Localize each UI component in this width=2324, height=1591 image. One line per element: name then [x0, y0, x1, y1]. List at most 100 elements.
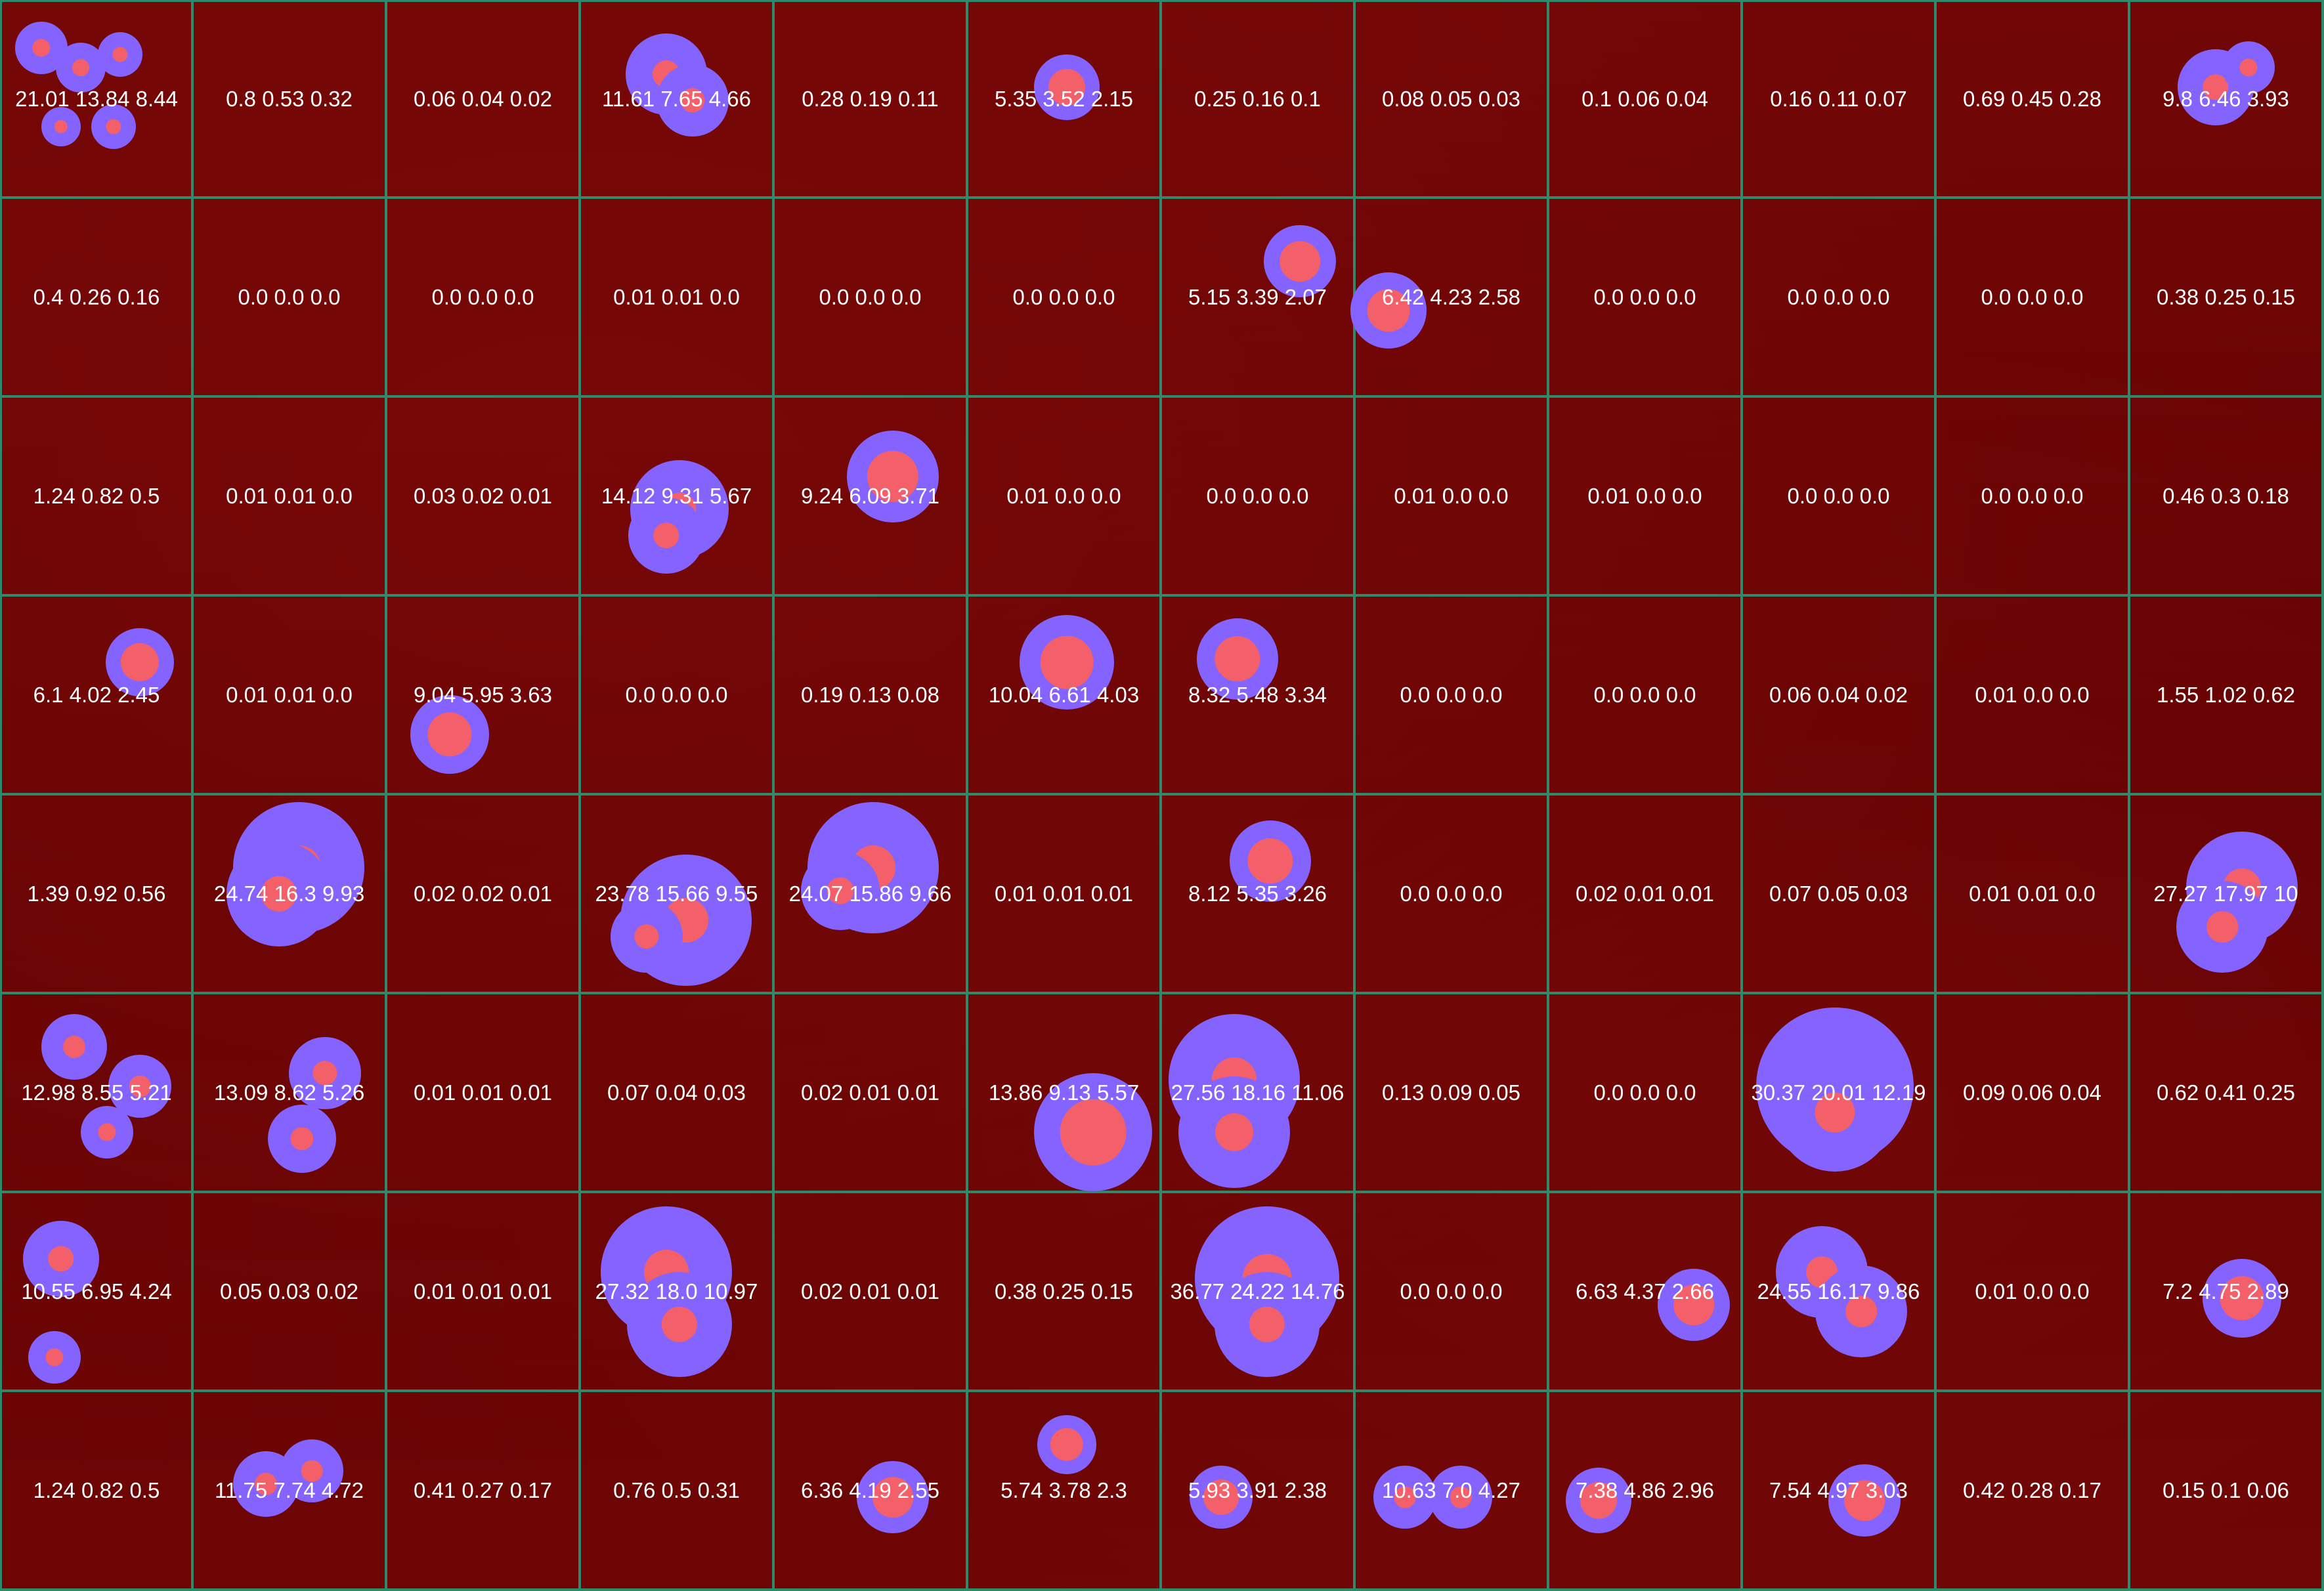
colony-blob: [1230, 820, 1311, 902]
cell-value-label: 21.01 13.84 8.44: [15, 87, 178, 111]
grid-cell: 0.01 0.01 0.0: [194, 597, 387, 796]
grid-cell: 27.32 18.0 10.97: [581, 1193, 775, 1392]
grid-cell: 0.1 0.06 0.04: [1549, 0, 1743, 199]
cell-value-label: 0.0 0.0 0.0: [1593, 682, 1696, 707]
grid-cell: 0.0 0.0 0.0: [1549, 199, 1743, 398]
grid-cell: 0.62 0.41 0.25: [2130, 994, 2324, 1193]
grid-cell: 5.15 3.39 2.07: [1162, 199, 1356, 398]
grid-cell: 13.86 9.13 5.57: [968, 994, 1162, 1193]
grid-cell: 36.77 24.22 14.76: [1162, 1193, 1356, 1392]
grid-cell: 5.74 3.78 2.3: [968, 1392, 1162, 1591]
grid-cell: 0.4 0.26 0.16: [0, 199, 194, 398]
grid-cell: 0.05 0.03 0.02: [194, 1193, 387, 1392]
cell-value-label: 27.32 18.0 10.97: [595, 1279, 758, 1304]
cell-value-label: 0.13 0.09 0.05: [1381, 1080, 1521, 1105]
grid-cell: 9.04 5.95 3.63: [387, 597, 581, 796]
grid-cell: 0.38 0.25 0.15: [2130, 199, 2324, 398]
cell-value-label: 7.54 4.97 3.03: [1769, 1477, 1908, 1502]
cell-value-label: 0.28 0.19 0.11: [802, 87, 939, 111]
cell-value-label: 0.25 0.16 0.1: [1194, 87, 1321, 111]
cell-value-label: 1.24 0.82 0.5: [33, 483, 160, 508]
cell-value-label: 0.01 0.01 0.01: [413, 1279, 553, 1304]
cell-value-label: 0.19 0.13 0.08: [800, 682, 940, 707]
cell-value-label: 0.0 0.0 0.0: [1787, 483, 1890, 508]
cell-value-label: 0.01 0.01 0.0: [226, 682, 353, 707]
cell-value-label: 1.39 0.92 0.56: [27, 881, 166, 906]
colony-blob: [2176, 881, 2268, 973]
grid-cell: 0.02 0.02 0.01: [387, 796, 581, 994]
cell-value-label: 0.38 0.25 0.15: [2156, 284, 2296, 309]
cell-value-label: 0.0 0.0 0.0: [1400, 881, 1503, 906]
grid-cell: 0.69 0.45 0.28: [1937, 0, 2130, 199]
cell-value-label: 7.2 4.75 2.89: [2163, 1279, 2289, 1304]
colony-blob: [847, 431, 939, 522]
cell-value-label: 0.01 0.0 0.0: [1006, 483, 1121, 508]
cell-value-label: 0.76 0.5 0.31: [613, 1477, 740, 1502]
colony-blob: [280, 1439, 343, 1502]
cell-value-label: 5.93 3.91 2.38: [1188, 1477, 1327, 1502]
grid-cell: 6.36 4.19 2.55: [775, 1392, 968, 1591]
cell-value-label: 9.04 5.95 3.63: [413, 682, 553, 707]
colony-blob: [656, 64, 729, 137]
cell-value-label: 9.8 6.46 3.93: [2163, 87, 2289, 111]
cell-value-label: 0.08 0.05 0.03: [1381, 87, 1521, 111]
grid-cell: 0.0 0.0 0.0: [194, 199, 387, 398]
grid-cell: 10.04 6.61 4.03: [968, 597, 1162, 796]
grid-cell: 24.07 15.86 9.66: [775, 796, 968, 994]
cell-value-label: 1.24 0.82 0.5: [33, 1477, 160, 1502]
grid-cell: 0.09 0.06 0.04: [1937, 994, 2130, 1193]
grid-cell: 8.12 5.35 3.26: [1162, 796, 1356, 994]
grid-cell: 23.78 15.66 9.55: [581, 796, 775, 994]
grid-cell: 0.01 0.0 0.0: [968, 398, 1162, 597]
grid-cell: 0.01 0.01 0.01: [387, 994, 581, 1193]
grid-cell: 24.55 16.17 9.86: [1743, 1193, 1937, 1392]
cell-value-label: 8.12 5.35 3.26: [1188, 881, 1327, 906]
grid-cell: 6.63 4.37 2.66: [1549, 1193, 1743, 1392]
grid-cell: 9.24 6.09 3.71: [775, 398, 968, 597]
cell-value-label: 10.63 7.0 4.27: [1381, 1477, 1521, 1502]
grid-cell: 10.55 6.95 4.24: [0, 1193, 194, 1392]
colony-blob: [1566, 1468, 1631, 1533]
colony-blob: [289, 1037, 361, 1109]
colony-blob: [628, 498, 704, 574]
cell-value-label: 0.06 0.04 0.02: [1769, 682, 1908, 707]
cell-value-label: 0.07 0.04 0.03: [607, 1080, 746, 1105]
cell-value-label: 5.35 3.52 2.15: [994, 87, 1134, 111]
cell-value-label: 1.55 1.02 0.62: [2156, 682, 2296, 707]
grid-cell: 0.0 0.0 0.0: [1743, 199, 1937, 398]
cell-value-label: 6.36 4.19 2.55: [800, 1477, 940, 1502]
grid-cell: 14.12 9.31 5.67: [581, 398, 775, 597]
colony-blob: [1034, 1073, 1152, 1191]
colony-blob: [1373, 1466, 1436, 1529]
cell-value-label: 0.01 0.01 0.0: [613, 284, 740, 309]
cell-value-label: 9.24 6.09 3.71: [800, 483, 940, 508]
cell-value-label: 14.12 9.31 5.67: [601, 483, 752, 508]
colony-blob: [1429, 1466, 1492, 1529]
cell-value-label: 0.4 0.26 0.16: [33, 284, 160, 309]
grid-cell: 0.0 0.0 0.0: [387, 199, 581, 398]
cell-value-label: 13.09 8.62 5.26: [213, 1080, 365, 1105]
grid-cell: 0.02 0.01 0.01: [775, 994, 968, 1193]
cell-value-label: 5.74 3.78 2.3: [1001, 1477, 1127, 1502]
grid-cell: 0.01 0.0 0.0: [1937, 597, 2130, 796]
grid-cell: 0.07 0.04 0.03: [581, 994, 775, 1193]
colony-blob: [1037, 1415, 1096, 1474]
cell-value-label: 0.06 0.04 0.02: [413, 87, 553, 111]
cell-value-label: 0.0 0.0 0.0: [1593, 284, 1696, 309]
cell-value-label: 12.98 8.55 5.21: [21, 1080, 172, 1105]
colony-blob: [611, 901, 683, 973]
grid-cell: 0.01 0.01 0.01: [968, 796, 1162, 994]
colony-blob: [106, 628, 174, 696]
cell-value-label: 27.27 17.97 10: [2153, 881, 2298, 906]
cell-value-label: 0.0 0.0 0.0: [1400, 1279, 1503, 1304]
grid-cell: 0.13 0.09 0.05: [1356, 994, 1549, 1193]
colony-blob: [108, 1055, 171, 1118]
grid-cell: 0.0 0.0 0.0: [1937, 398, 2130, 597]
cell-value-label: 0.01 0.0 0.0: [1394, 483, 1509, 508]
grid-cell: 0.25 0.16 0.1: [1162, 0, 1356, 199]
grid-cell: 0.0 0.0 0.0: [581, 597, 775, 796]
colony-blob: [28, 1331, 81, 1384]
colony-blob: [1178, 1076, 1290, 1188]
grid-cell: 7.54 4.97 3.03: [1743, 1392, 1937, 1591]
cell-value-label: 5.15 3.39 2.07: [1188, 284, 1327, 309]
